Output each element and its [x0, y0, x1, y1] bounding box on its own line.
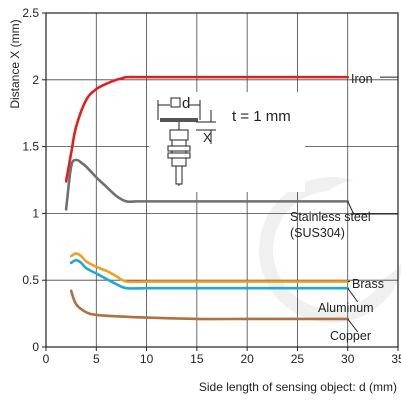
y-tick-label: 2.5	[22, 6, 39, 20]
series-labels: Iron Stainless steel (SUS304) Brass Aluminum…	[290, 72, 398, 343]
x-tick-label: 10	[140, 352, 154, 366]
sensor-head	[169, 129, 189, 141]
x-tick-label: 25	[291, 352, 305, 366]
y-tick-label: 1	[32, 206, 39, 220]
series-label-brass: Brass	[352, 277, 384, 291]
label-leader-line	[347, 201, 355, 215]
x-tick-label: 15	[190, 352, 204, 366]
y-axis-title: Distance X (mm)	[8, 19, 22, 108]
series-line-copper	[69, 289, 350, 321]
series-line-brass	[69, 252, 350, 284]
x-tick-label: 35	[391, 352, 401, 366]
inset-condition-label: t = 1 mm	[232, 108, 291, 125]
label-leader-line	[347, 318, 359, 333]
label-leader-line	[347, 287, 359, 303]
inset-x-label: X	[203, 130, 212, 145]
plot-frame	[45, 12, 399, 348]
sensor-inset-diagram: d X t = 1 mm	[149, 92, 305, 192]
x-axis-title: Side length of sensing object: d (mm)	[199, 380, 397, 394]
x-tick-label: 0	[43, 352, 50, 366]
series-label-iron: Iron	[351, 72, 373, 86]
y-tick-label: 1.5	[22, 140, 39, 154]
y-tick-label: 0	[32, 340, 39, 354]
square-symbol	[170, 97, 181, 108]
series-label-copper: Copper	[330, 329, 371, 343]
series-label-stainless-steel: Stainless steel (SUS304)	[290, 210, 371, 240]
y-tick-label: 2	[32, 73, 39, 87]
series-line-stainless-steel	[64, 158, 350, 211]
series-label-aluminum: Aluminum	[318, 301, 374, 315]
sensing-object	[160, 118, 198, 122]
x-tick-label: 20	[240, 352, 254, 366]
series-line-iron	[64, 75, 350, 183]
series-line-aluminum	[69, 258, 350, 290]
x-tick-label: 30	[341, 352, 355, 366]
y-tick-label: 0.5	[22, 273, 39, 287]
axes: 0 5 10 15 20 25 30 35 0 0.5 1 1.5 2 2.5	[22, 6, 401, 366]
inset-d-label: d	[182, 95, 190, 112]
x-tick-label: 5	[93, 352, 100, 366]
series-lines	[64, 75, 350, 321]
